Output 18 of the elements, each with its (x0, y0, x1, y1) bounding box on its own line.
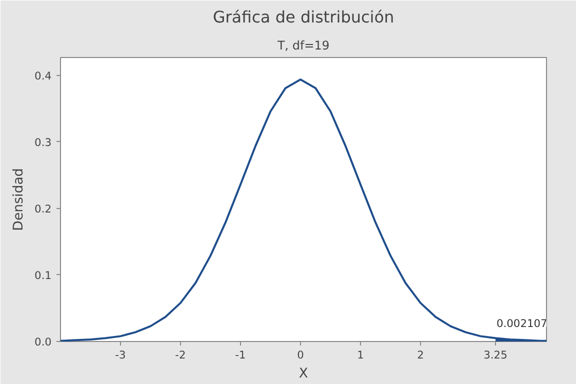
x-tick-label: 2 (417, 348, 424, 362)
y-tick-label: 0.1 (34, 268, 52, 282)
annotation: 0.002107 (496, 316, 548, 330)
y-tick-label: 0.3 (34, 136, 52, 149)
y-axis-title: Densidad (12, 168, 27, 231)
chart-title: Gráfica de distribución (212, 8, 394, 26)
x-tick-label: 1 (357, 348, 364, 362)
y-tick-label: 0.4 (34, 69, 52, 82)
x-tick-label: -1 (235, 348, 246, 362)
x-tick-label: -2 (175, 348, 186, 362)
x-tick-label: -3 (115, 348, 126, 362)
x-tick-label: 0 (297, 348, 304, 362)
x-tick-label: 3.25 (484, 348, 508, 362)
chart-subtitle: T, df=19 (276, 38, 330, 52)
line-series (60, 78, 546, 342)
y-tick-label: 0.0 (34, 336, 52, 348)
y-tick-label: 0.2 (34, 202, 52, 216)
x-axis-title: X (298, 366, 308, 382)
